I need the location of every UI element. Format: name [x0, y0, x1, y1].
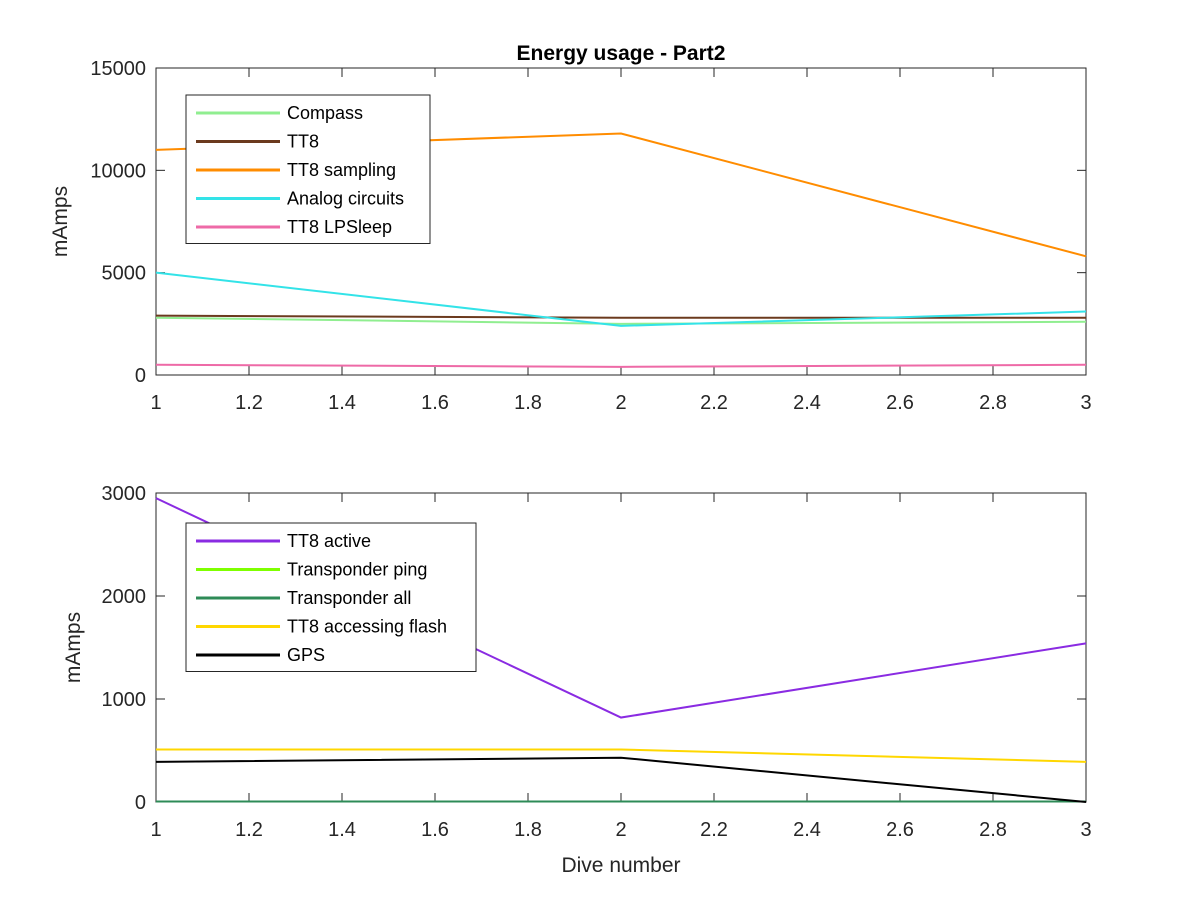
subplot-1: 1 1.2 1.4 1.6 1.8 2 2.2 2.4 2.6 2.8 3 0 5000 10000 150…	[49, 42, 1092, 414]
y-tick-label: 3000	[102, 483, 147, 505]
y-tick-label: 1000	[102, 689, 147, 711]
chart-title: Energy usage - Part2	[517, 42, 726, 65]
legend-entry: TT8 accessing flash	[287, 617, 447, 637]
x-tick-label: 1.2	[235, 392, 263, 414]
series-line-1	[155, 316, 1087, 325]
series-line-2	[155, 314, 1086, 319]
series-line-4	[155, 271, 1087, 327]
legend-entry: TT8	[287, 132, 319, 152]
x-tick-label: 2.2	[700, 819, 728, 841]
legend: Compass TT8 TT8 sampling Analog circuits TT8…	[185, 94, 431, 244]
x-tick-label: 2.8	[979, 819, 1007, 841]
legend-entry: Transponder all	[287, 588, 411, 608]
x-tick-label: 2.4	[793, 819, 821, 841]
y-tick-label: 0	[135, 365, 146, 387]
legend-entry: TT8 active	[287, 531, 371, 551]
series-line-5	[155, 363, 1087, 368]
x-axis-label: Dive number	[561, 854, 680, 877]
x-tick-label: 3	[1080, 819, 1091, 841]
legend: TT8 active Transponder ping Transponder al…	[185, 522, 477, 672]
x-tick-label: 2.2	[700, 392, 728, 414]
x-tick-label: 1	[150, 819, 161, 841]
x-tick-label: 1.4	[328, 819, 356, 841]
x-tick-label: 1.6	[421, 392, 449, 414]
subplot-2: 1 1.2 1.4 1.6 1.8 2 2.2 2.4 2.6 2.8 3 0 1000 2000 3000…	[62, 483, 1092, 877]
x-tick-label: 2.4	[793, 392, 821, 414]
x-tick-label: 1.6	[421, 819, 449, 841]
legend-entry: Compass	[287, 103, 363, 123]
series-line-4	[156, 748, 1087, 763]
x-tick-label: 3	[1080, 392, 1091, 414]
y-tick-label: 0	[135, 792, 146, 814]
x-tick-label: 2.6	[886, 392, 914, 414]
legend-entry: Analog circuits	[287, 189, 404, 209]
y-tick-label: 5000	[102, 263, 147, 285]
y-axis-label: mAmps	[49, 186, 72, 257]
x-tick-label: 1.8	[514, 819, 542, 841]
y-tick-label: 2000	[102, 586, 147, 608]
x-tick-label: 1.2	[235, 819, 263, 841]
legend-entry: Transponder ping	[287, 560, 427, 580]
x-tick-label: 2.6	[886, 819, 914, 841]
y-tick-label: 15000	[90, 58, 146, 80]
legend-entry: GPS	[287, 645, 325, 665]
y-axis-label: mAmps	[62, 612, 85, 683]
x-tick-label: 2	[615, 392, 626, 414]
x-tick-label: 1	[150, 392, 161, 414]
legend-entry: TT8 LPSleep	[287, 217, 392, 237]
legend-entry: TT8 sampling	[287, 160, 396, 180]
x-tick-label: 1.8	[514, 392, 542, 414]
x-tick-label: 1.4	[328, 392, 356, 414]
x-tick-label: 2	[615, 819, 626, 841]
x-tick-label: 2.8	[979, 392, 1007, 414]
series-line-5	[155, 756, 1087, 803]
y-tick-label: 10000	[90, 160, 146, 182]
